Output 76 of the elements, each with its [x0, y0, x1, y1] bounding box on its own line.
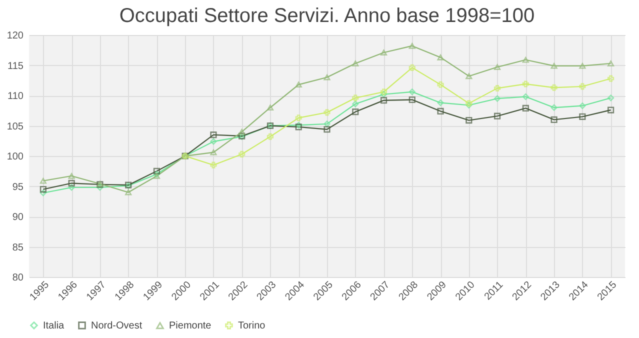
legend-label: Nord-Ovest: [91, 320, 142, 332]
point: [266, 133, 274, 140]
point: [550, 84, 558, 91]
point: [68, 184, 75, 191]
y-tick-label: 100: [6, 152, 24, 162]
point: [380, 97, 388, 104]
point: [408, 42, 416, 49]
point: [68, 173, 75, 179]
y-tick-label: 85: [12, 242, 24, 254]
point: [380, 90, 388, 98]
point: [579, 102, 586, 110]
point: [437, 81, 444, 88]
point: [295, 82, 302, 88]
point: [579, 113, 586, 120]
point: [608, 94, 614, 102]
point: [352, 94, 359, 102]
point: [437, 108, 444, 115]
point: [550, 104, 558, 111]
point: [125, 189, 132, 196]
point: [494, 95, 501, 102]
legend-label: Piemonte: [169, 320, 212, 332]
point: [608, 60, 614, 66]
y-tick-label: 80: [12, 272, 24, 284]
point: [324, 74, 330, 80]
point: [579, 83, 586, 90]
point: [238, 128, 246, 135]
point: [40, 186, 46, 193]
y-tick-label: 120: [6, 30, 24, 42]
point: [608, 75, 614, 82]
point: [522, 80, 529, 88]
point: [210, 132, 217, 138]
point: [352, 60, 359, 66]
point: [522, 93, 529, 100]
point: [238, 150, 246, 158]
point: [40, 178, 46, 184]
point: [579, 62, 586, 69]
y-tick-label: 105: [6, 121, 24, 132]
point: [324, 120, 330, 128]
point: [266, 104, 274, 111]
point: [466, 73, 472, 80]
point: [522, 104, 529, 112]
point: [408, 64, 416, 71]
point: [494, 112, 501, 120]
point: [153, 168, 160, 174]
point: [210, 149, 217, 156]
legend-label: Italia: [43, 320, 65, 332]
point: [96, 184, 104, 191]
point: [324, 126, 330, 133]
point: [608, 106, 614, 114]
point: [437, 54, 444, 60]
chart-title: Occupati Settore Servizi. Anno base 1998=100: [119, 5, 535, 27]
y-tick-label: 110: [8, 91, 24, 102]
point: [153, 173, 160, 179]
point: [550, 62, 558, 69]
point: [437, 99, 444, 106]
point: [408, 88, 416, 96]
point: [380, 88, 388, 96]
point: [210, 162, 217, 168]
point: [352, 108, 359, 116]
y-tick-label: 115: [8, 60, 24, 72]
point: [466, 117, 472, 124]
point: [68, 180, 75, 187]
point: [324, 109, 330, 116]
point: [494, 84, 501, 92]
legend-label: Torino: [238, 320, 266, 332]
point: [494, 64, 501, 70]
point: [295, 114, 302, 122]
y-tick-label: 90: [12, 212, 24, 223]
point: [380, 50, 388, 56]
point: [550, 116, 558, 123]
point: [522, 56, 529, 63]
point: [408, 96, 416, 104]
point: [210, 138, 217, 145]
point: [352, 100, 359, 108]
point: [40, 190, 46, 196]
y-tick-label: 95: [12, 182, 24, 193]
